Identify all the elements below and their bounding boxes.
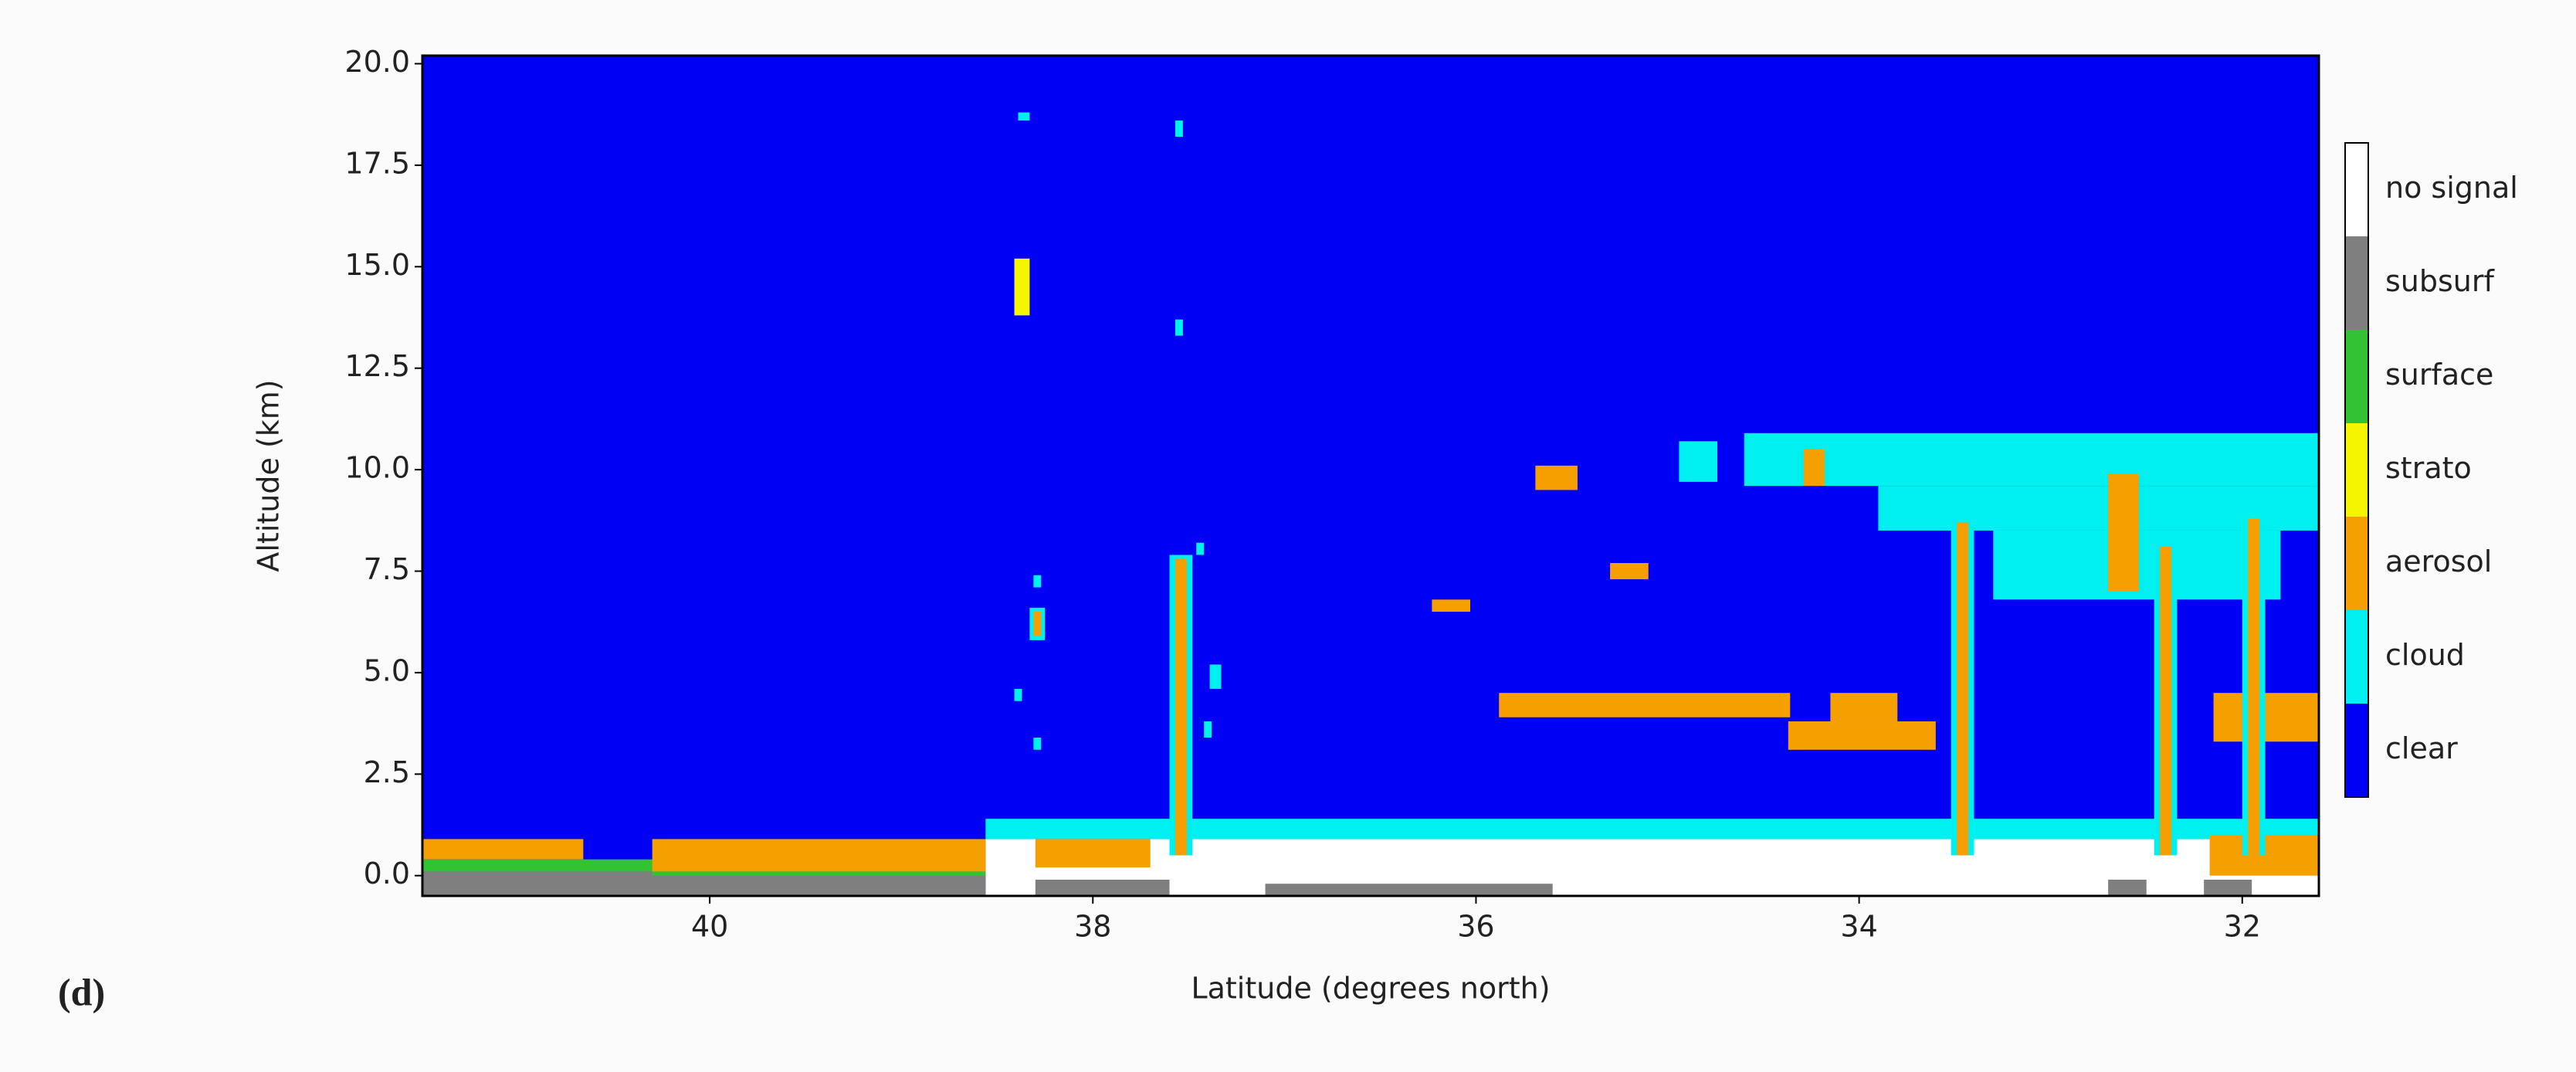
colorbar-swatch: [2345, 330, 2368, 423]
y-tick-label: 5.0: [364, 653, 410, 687]
x-tick-label: 40: [691, 910, 728, 944]
colorbar-swatch: [2345, 704, 2368, 797]
class-region: [1788, 721, 1936, 750]
class-region: [652, 839, 986, 872]
class-region: [1033, 612, 1042, 636]
y-tick-label: 12.5: [344, 349, 410, 383]
colorbar-label: no signal: [2385, 171, 2518, 205]
x-axis-label: Latitude (degrees north): [1191, 972, 1550, 1006]
colorbar-swatch: [2345, 423, 2368, 517]
y-tick-label: 15.0: [344, 248, 410, 282]
y-tick-label: 7.5: [364, 552, 410, 586]
colorbar-frame: [2344, 142, 2369, 798]
class-region: [2248, 518, 2260, 856]
class-region: [2213, 693, 2319, 742]
class-region: [1174, 558, 1187, 856]
y-tick-label: 20.0: [344, 45, 410, 79]
class-region: [1535, 465, 1578, 490]
class-region: [1209, 664, 1222, 689]
class-region: [2108, 473, 2139, 592]
class-region: [422, 859, 659, 872]
class-region: [1174, 120, 1183, 137]
class-region: [985, 819, 2319, 840]
colorbar-swatch: [2345, 236, 2368, 330]
class-region: [1499, 693, 1791, 717]
class-region: [1744, 433, 2319, 487]
panel-label: (d): [58, 970, 105, 1013]
class-region: [1018, 112, 1030, 121]
class-region: [1610, 563, 1649, 580]
class-region: [985, 839, 2319, 896]
colorbar-label: strato: [2385, 451, 2472, 485]
class-region: [1014, 258, 1030, 316]
colorbar-label: clear: [2385, 731, 2458, 765]
x-tick-label: 34: [1840, 910, 1877, 944]
colorbar-swatch: [2345, 610, 2368, 704]
colorbar-label: surface: [2385, 358, 2493, 392]
colorbar-label: cloud: [2385, 638, 2465, 672]
class-region: [652, 871, 986, 876]
y-tick-label: 10.0: [344, 451, 410, 485]
colorbar-label: aerosol: [2385, 544, 2492, 578]
class-region: [422, 839, 584, 860]
x-tick-label: 38: [1074, 910, 1111, 944]
y-tick-label: 0.0: [364, 857, 410, 891]
colorbar-swatch: [2345, 143, 2368, 236]
class-region: [1174, 319, 1183, 336]
x-tick-label: 32: [2224, 910, 2261, 944]
class-region: [1830, 693, 1898, 721]
class-region: [2108, 879, 2147, 896]
class-region: [1014, 688, 1022, 701]
class-region: [1196, 542, 1205, 555]
y-tick-label: 2.5: [364, 755, 410, 789]
y-axis-label: Altitude (km): [252, 379, 286, 572]
plot-frame: [421, 54, 2320, 897]
class-region: [1265, 884, 1553, 896]
class-region: [1204, 721, 1212, 738]
class-region: [1033, 575, 1042, 588]
class-region: [1957, 522, 1969, 856]
class-region: [1803, 449, 1825, 487]
class-region: [2160, 546, 2171, 856]
class-region: [1035, 839, 1151, 868]
class-region: [1033, 738, 1042, 750]
class-region: [1035, 879, 1170, 896]
colorbar-swatch: [2345, 517, 2368, 610]
class-region: [2204, 879, 2252, 896]
class-region: [1432, 599, 1471, 612]
x-tick-label: 36: [1457, 910, 1494, 944]
y-tick-label: 17.5: [344, 146, 410, 180]
colorbar-label: subsurf: [2385, 264, 2496, 298]
class-region: [1679, 441, 1718, 482]
